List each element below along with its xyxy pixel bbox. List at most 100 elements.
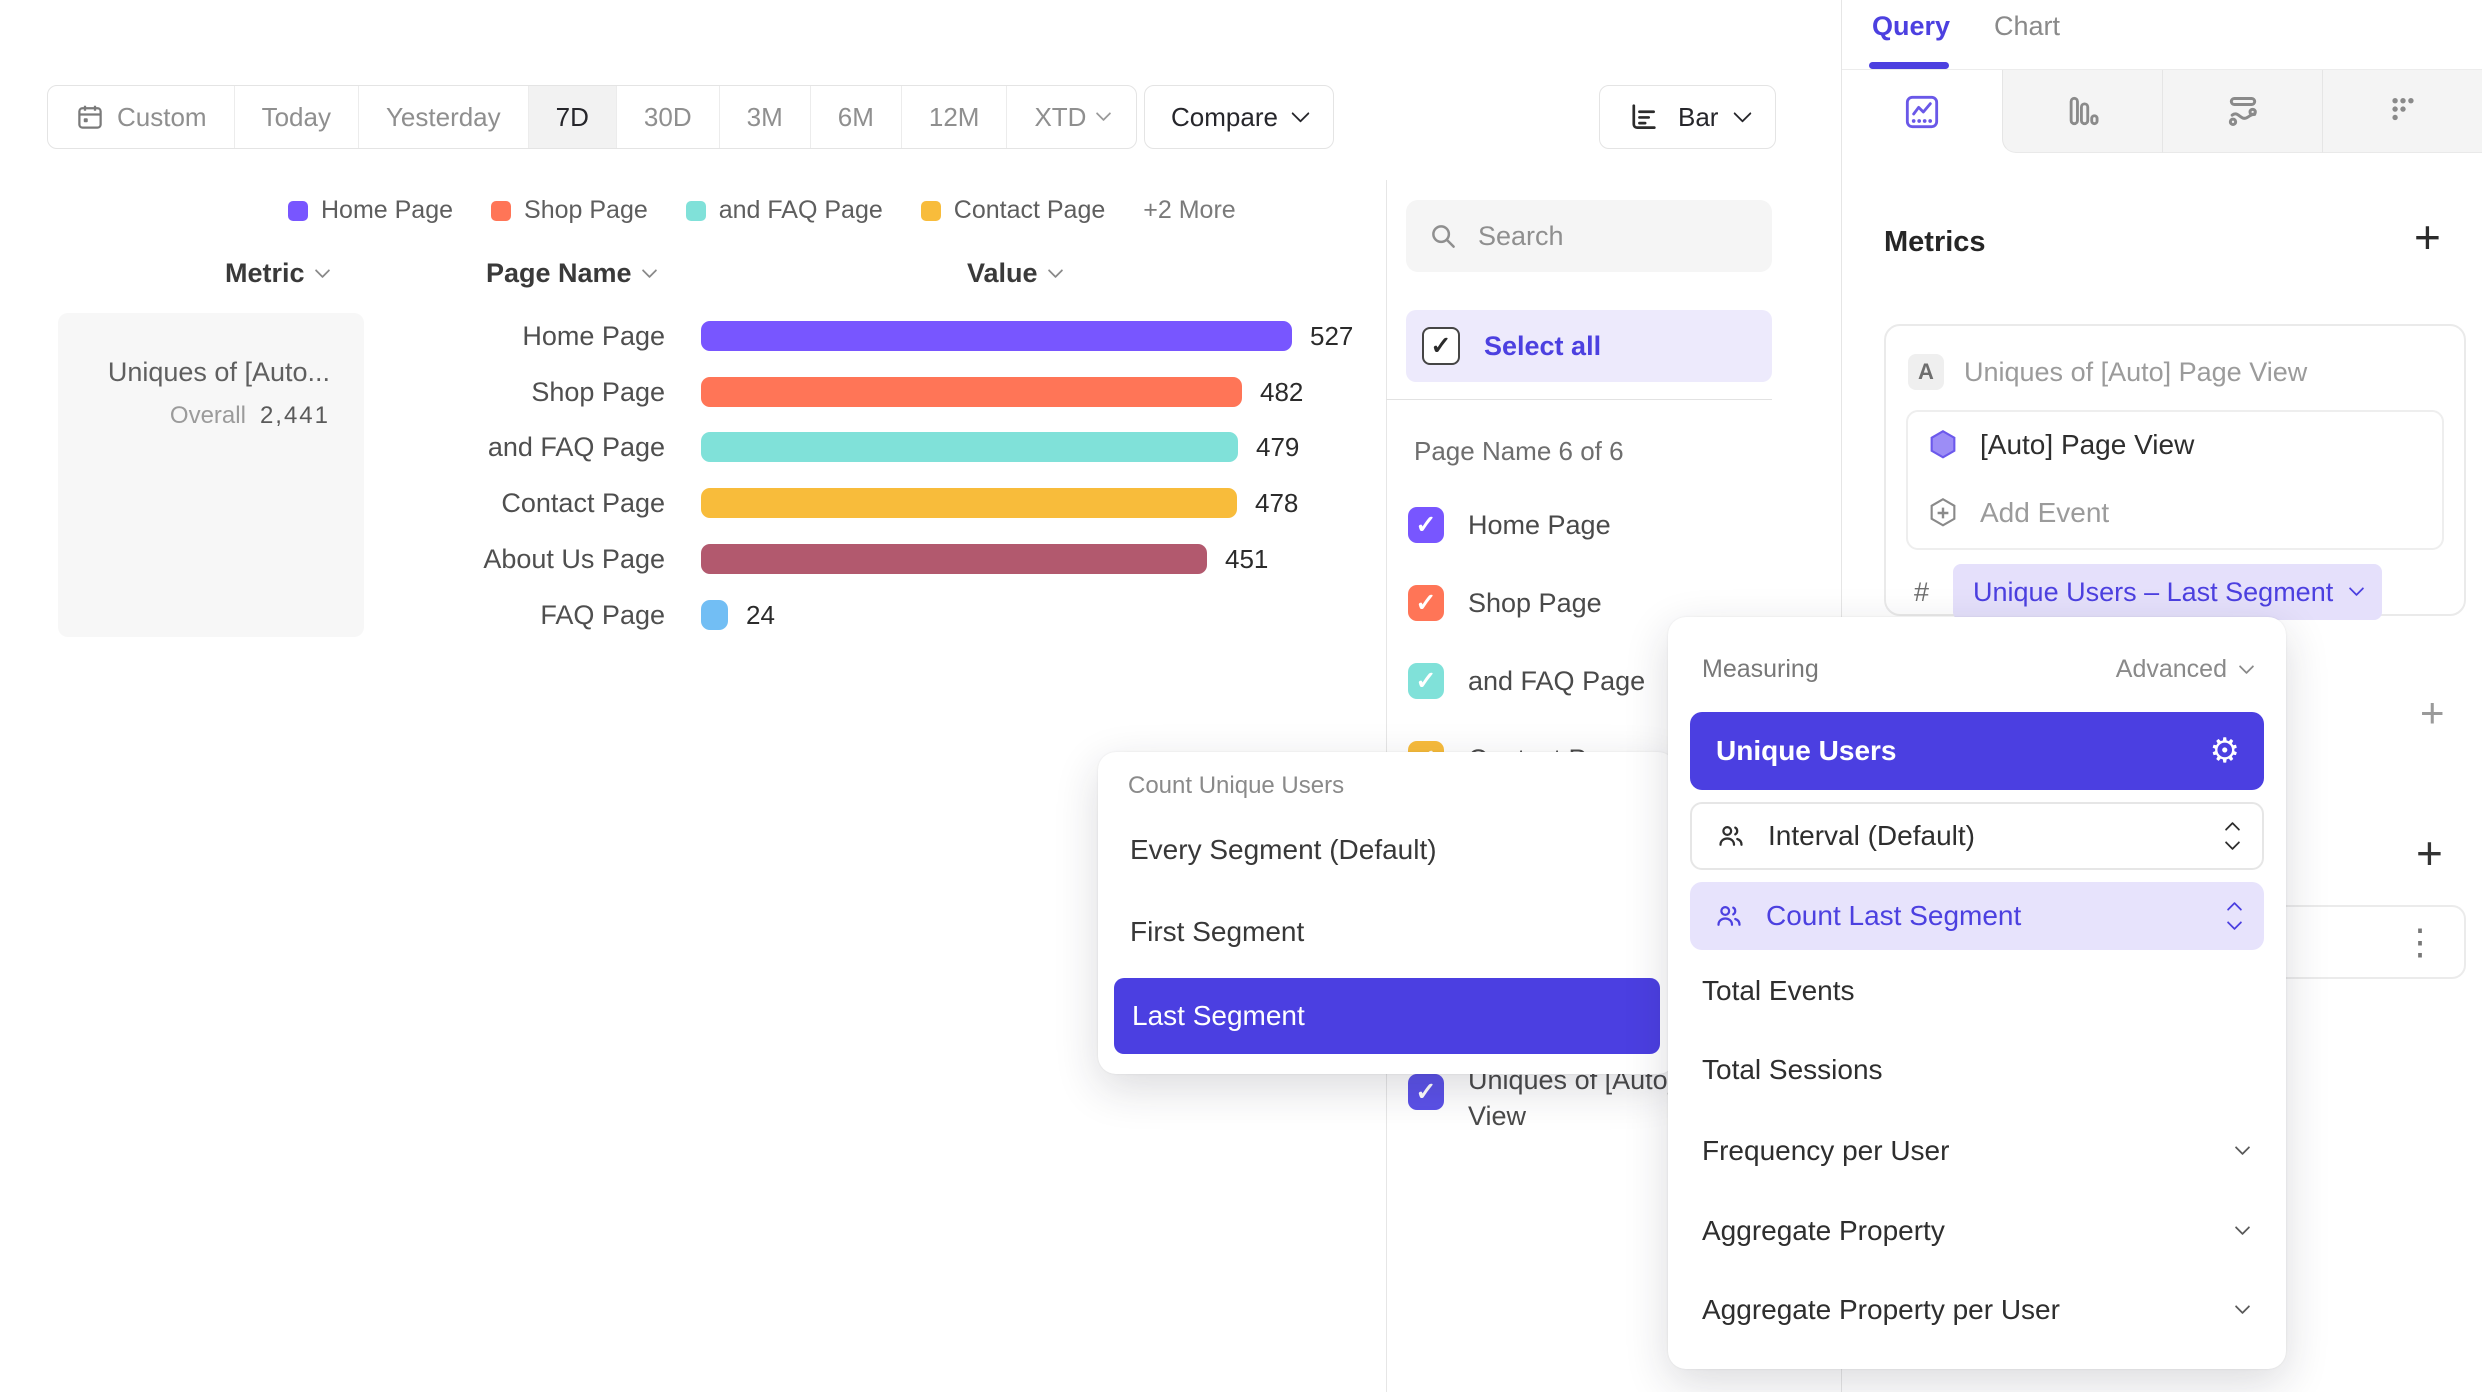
column-header-page-name[interactable]: Page Name [486,258,657,289]
column-header-value[interactable]: Value [967,258,1063,289]
metric-letter-badge: A [1908,354,1944,390]
bar-segment[interactable] [701,600,728,630]
metric-overall: Overall 2,441 [169,402,330,429]
column-header-metric[interactable]: Metric [225,258,330,289]
add-filter-button[interactable]: + [2420,689,2445,736]
date-range-label: 6M [837,101,874,132]
tab-query[interactable]: Query [1872,11,1951,41]
tab-chart[interactable]: Chart [1994,11,2061,41]
bar-label: About Us Page [483,543,665,574]
measurement-value: Unique Users – Last Segment [1973,576,2334,607]
measurement-pill[interactable]: Unique Users – Last Segment [1953,564,2383,620]
chevron-down-icon [1047,262,1063,278]
segment-search[interactable] [1406,200,1772,272]
legend-swatch [288,200,308,221]
bar-segment[interactable] [701,377,1242,407]
chart-tab-flow[interactable] [2162,70,2322,153]
bar-value: 482 [1260,376,1304,407]
metric-row[interactable]: A Uniques of [Auto] Page View [1908,354,2307,390]
segment-item-shop-page[interactable]: ✓ Shop Page [1408,581,1602,625]
bar-label: Home Page [522,320,665,351]
bar-chart-icon [2069,96,2099,126]
add-breakdown-button[interactable]: + [2416,827,2443,879]
chart-tab-funnel[interactable] [2322,70,2482,153]
search-icon [1428,221,1458,251]
chart-tab-bar[interactable] [2002,70,2162,153]
measuring-row-count-last-segment[interactable]: Count Last Segment [1690,882,2264,950]
measuring-option[interactable]: Total Events [1702,975,1855,1006]
segment-option[interactable]: Every Segment (Default) [1130,834,1437,865]
people-icon [1716,821,1746,851]
line-chart-icon [1905,95,1939,128]
measuring-option-selected[interactable]: Unique Users ⚙ [1690,712,2264,790]
hexagon-plus-icon [1926,496,1960,530]
bar-row: Home Page 527 [25,319,1353,353]
legend-item[interactable]: Home Page [288,196,453,225]
measuring-expandable-option[interactable]: Aggregate Property per User [1702,1294,2251,1326]
filter-divider [1386,399,1772,400]
date-range-custom[interactable]: Custom [48,86,234,148]
chart-type-select[interactable]: Bar [1599,85,1777,149]
metric-summary-card[interactable]: Uniques of [Auto... Overall 2,441 [58,313,364,637]
select-all-label: Select all [1484,330,1602,361]
legend-item[interactable]: Contact Page [920,196,1105,225]
date-range-xtd[interactable]: XTD [1006,86,1136,148]
chevron-down-icon [2238,658,2255,674]
column-header-label: Page Name [486,258,632,288]
bar-row: About Us Page 451 [25,542,1268,576]
chevron-down-icon [2234,1139,2251,1156]
calendar-icon [75,102,105,132]
metric-name: Uniques of [Auto] Page View [1964,356,2308,387]
bar-row: FAQ Page 24 [25,598,775,632]
segment-option-selected[interactable]: Last Segment [1114,978,1660,1054]
measuring-row-interval-default-[interactable]: Interval (Default) [1690,802,2264,870]
segment-option[interactable]: First Segment [1130,916,1305,947]
date-range-3m[interactable]: 3M [718,86,810,148]
measuring-option-label: Frequency per User [1702,1135,1950,1166]
add-event-row[interactable]: Add Event [1908,480,2442,546]
segment-checkbox[interactable]: ✓ [1408,507,1444,543]
chevron-down-icon [314,262,330,278]
measuring-expandable-option[interactable]: Frequency per User [1702,1135,2251,1167]
segment-item-and-faq-page[interactable]: ✓ and FAQ Page [1408,659,1645,703]
metric-checkbox[interactable]: ✓ [1408,1074,1444,1110]
measurement-row: # Unique Users – Last Segment [1914,564,2383,620]
gear-icon[interactable]: ⚙ [2209,732,2240,770]
bar-row: Contact Page 478 [25,486,1298,520]
chart-tab-line[interactable] [1842,70,2002,153]
compare-button[interactable]: Compare [1144,85,1334,149]
advanced-toggle[interactable]: Advanced [2116,655,2255,684]
date-range-today[interactable]: Today [233,86,358,148]
measuring-header: Measuring Advanced [1702,655,2255,684]
metric-definition-card: A Uniques of [Auto] Page View [Auto] Pag… [1884,324,2466,620]
segment-group-label: Page Name 6 of 6 [1414,436,1624,466]
legend-item[interactable]: Shop Page [491,196,648,225]
segment-checkbox[interactable]: ✓ [1408,585,1444,621]
bar-segment[interactable] [701,432,1238,462]
bar-segment[interactable] [701,321,1292,351]
date-range-group: Custom Today Yesterday 7D 30D 3M 6M 12M XTD [47,85,1138,149]
bar-segment[interactable] [701,488,1237,518]
compare-label: Compare [1171,101,1278,132]
kebab-menu-icon[interactable]: ⋮ [2402,920,2438,962]
date-range-30d[interactable]: 30D [615,86,719,148]
measuring-expandable-option[interactable]: Aggregate Property [1702,1215,2251,1247]
search-input[interactable] [1476,219,1730,253]
date-range-7d[interactable]: 7D [527,86,616,148]
date-range-yesterday[interactable]: Yesterday [357,86,528,148]
segment-item-label: and FAQ Page [1468,665,1646,696]
bar-segment[interactable] [701,544,1207,574]
measuring-option[interactable]: Total Sessions [1702,1054,1883,1085]
legend-more[interactable]: +2 More [1143,196,1236,224]
select-all-row[interactable]: ✓ Select all [1406,310,1772,382]
segment-item-home-page[interactable]: ✓ Home Page [1408,503,1611,547]
date-range-12m[interactable]: 12M [900,86,1007,148]
legend-item[interactable]: and FAQ Page [685,196,883,225]
bar-value: 479 [1256,431,1300,462]
add-metric-button[interactable]: + [2414,211,2441,263]
add-event-label: Add Event [1980,497,2110,528]
date-range-6m[interactable]: 6M [809,86,901,148]
select-all-checkbox[interactable]: ✓ [1422,327,1460,365]
event-row[interactable]: [Auto] Page View [1908,412,2442,478]
segment-checkbox[interactable]: ✓ [1408,663,1444,699]
